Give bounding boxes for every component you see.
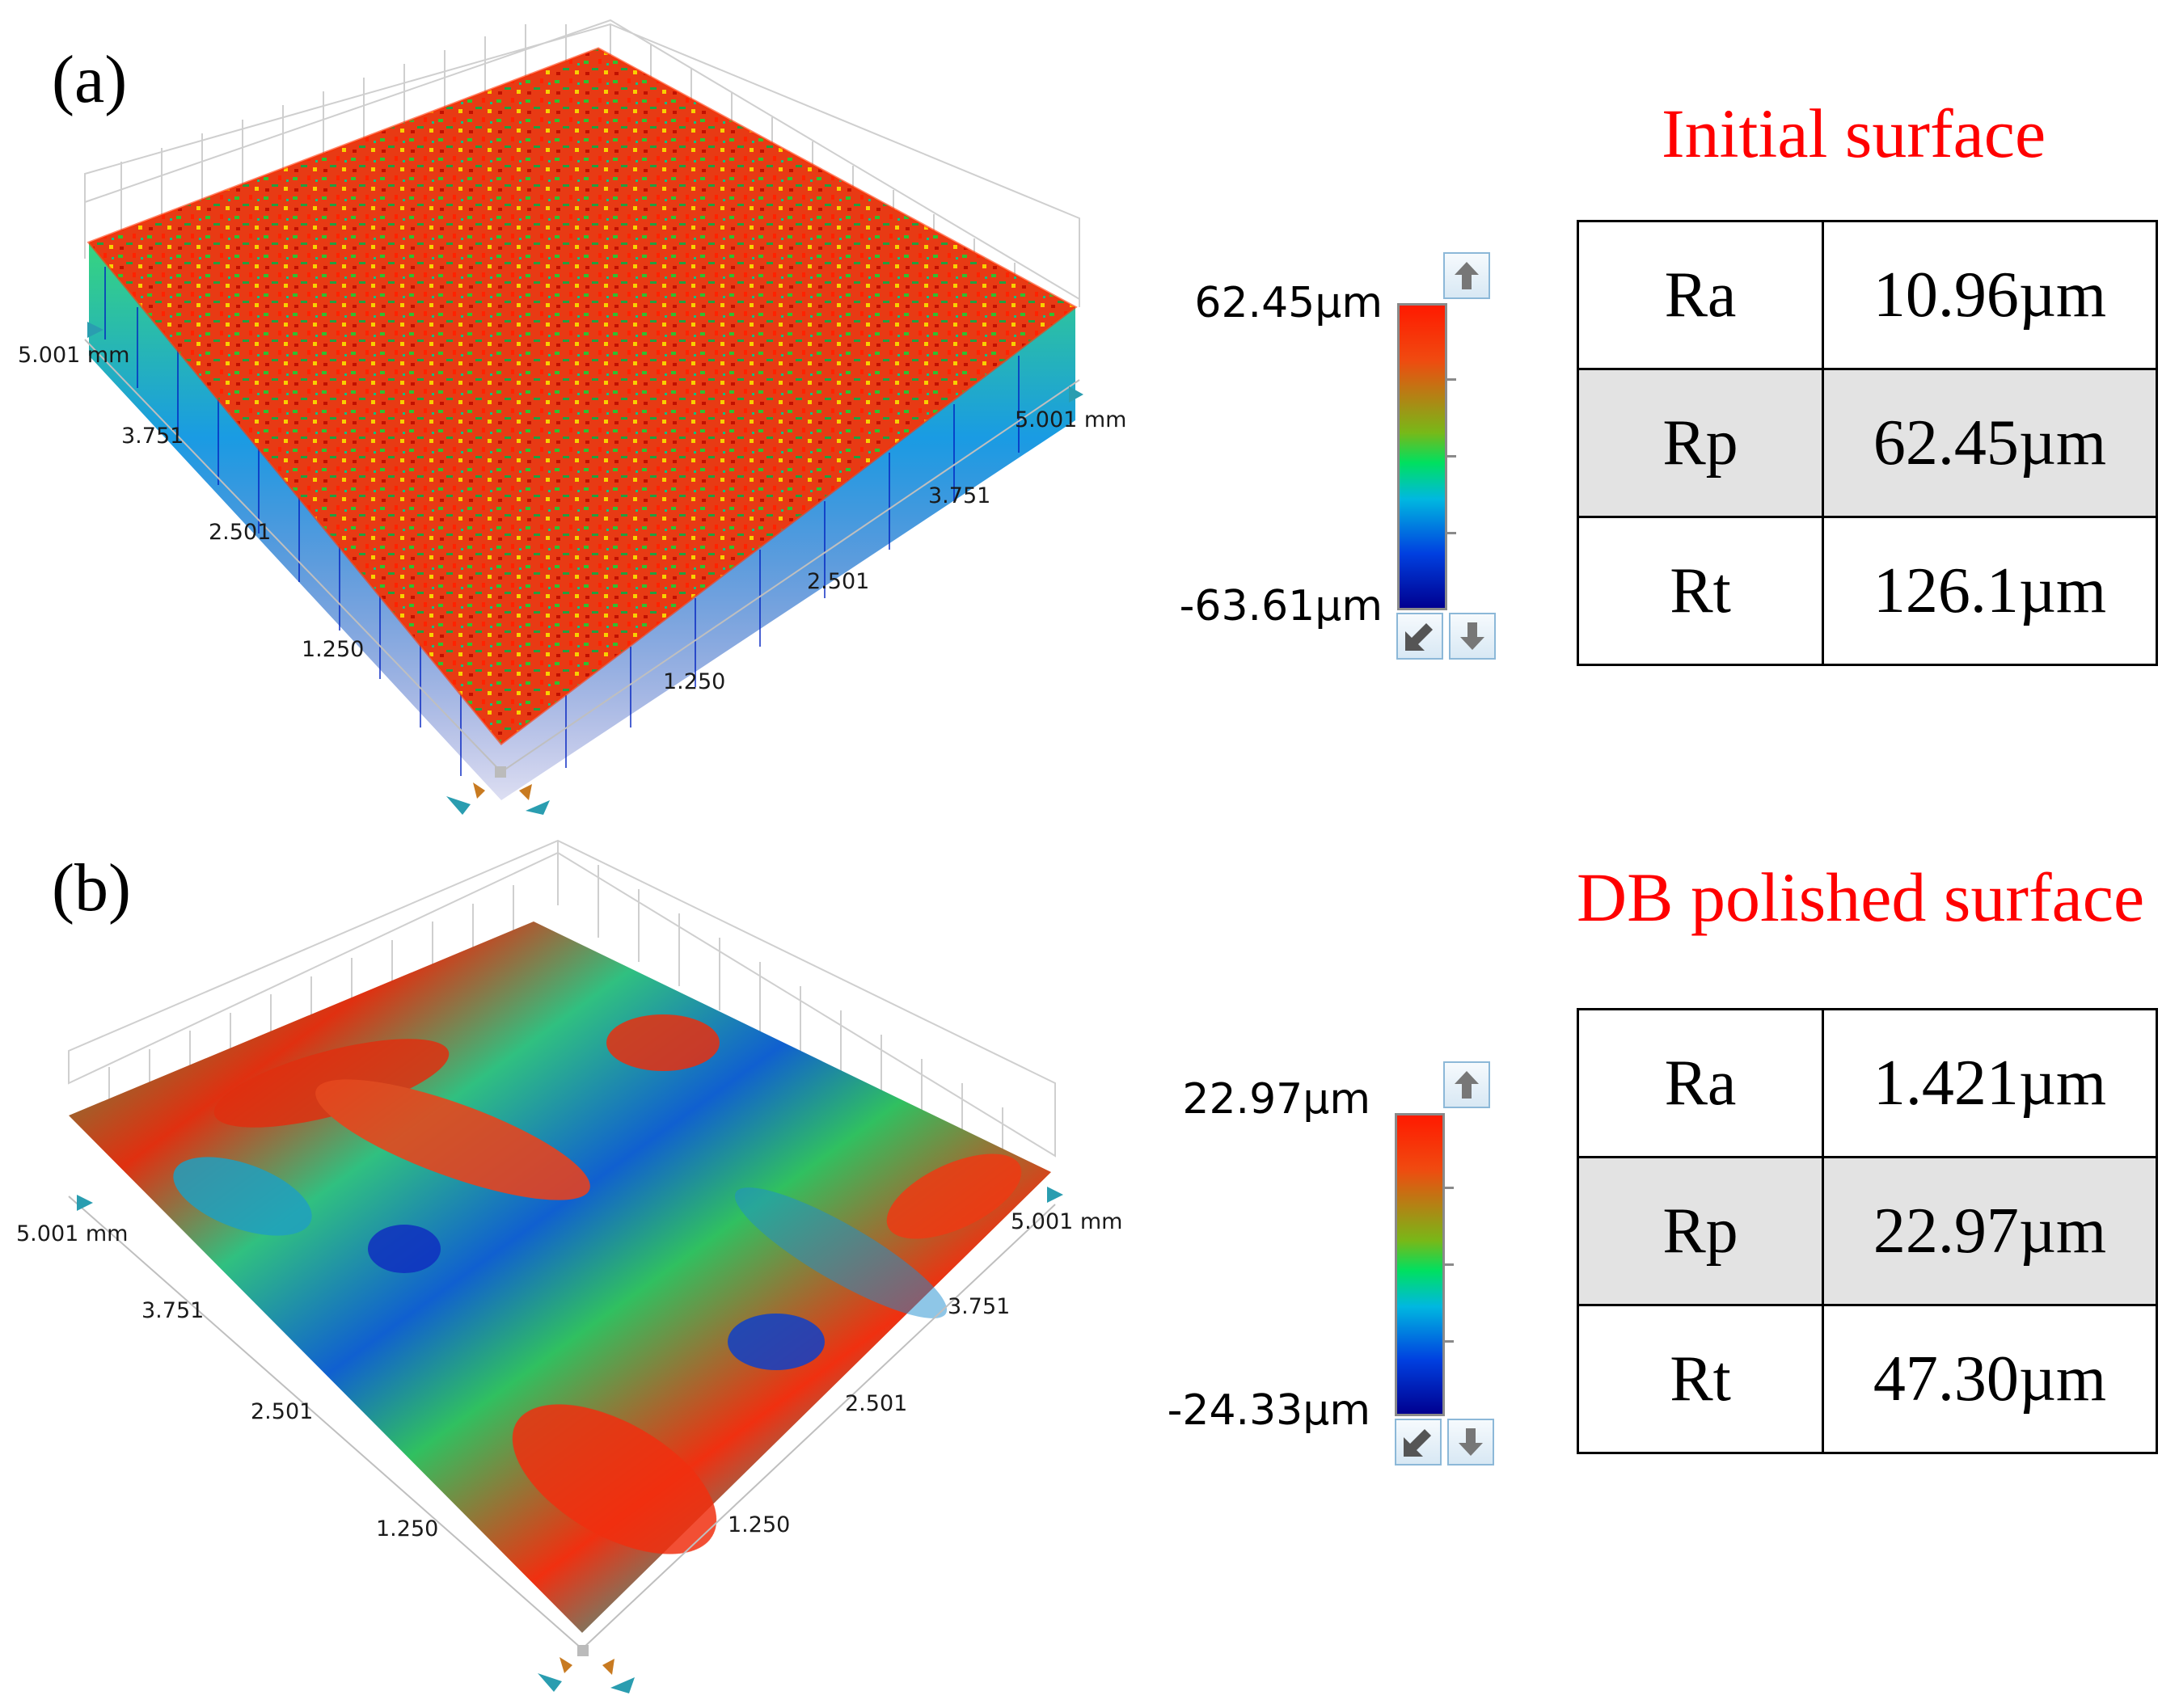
param-value: 22.97µm	[1822, 1156, 2158, 1306]
axis-right-max-a: 5.001 mm	[1015, 407, 1126, 432]
arrow-up-icon	[1455, 262, 1479, 289]
surface-skirt-a	[89, 242, 1075, 800]
table-row: Rt 47.30µm	[1577, 1304, 2158, 1454]
arrow-diagonal-icon	[1405, 623, 1433, 651]
table-row: Ra 1.421µm	[1577, 1008, 2158, 1158]
color-scale-bar-a	[1397, 303, 1456, 610]
axis-right-tick-b-2: 1.250	[728, 1512, 790, 1537]
surface-title-a: Initial surface	[1662, 95, 2046, 172]
scale-up-button-b[interactable]	[1443, 1061, 1490, 1108]
scale-min-b: -24.33µm	[1167, 1386, 1370, 1435]
arrow-down-icon	[1460, 622, 1484, 650]
scale-max-a: 62.45µm	[1194, 279, 1383, 327]
arrow-down-icon	[1459, 1428, 1483, 1456]
param-name: Rp	[1577, 368, 1824, 518]
surface-features-b	[173, 1014, 1022, 1554]
axis-left-tick-a-2: 1.250	[302, 637, 364, 662]
axis-left-tick-b-2: 1.250	[376, 1516, 438, 1541]
param-name: Ra	[1577, 1008, 1824, 1158]
param-name: Rp	[1577, 1156, 1824, 1306]
param-name: Rt	[1577, 516, 1824, 666]
axis-right-tick-a-1: 2.501	[807, 569, 869, 594]
scale-up-button-a[interactable]	[1443, 252, 1490, 299]
axis-lines-a	[84, 339, 1080, 773]
scale-down-button-a[interactable]	[1449, 613, 1496, 660]
axis-left-max-a: 5.001 mm	[18, 343, 129, 368]
surface-3d-plot-b[interactable]: 5.001 mm 3.751 2.501 1.250 5.001 mm 3.75…	[0, 816, 1148, 1706]
surface-title-b: DB polished surface	[1577, 858, 2145, 936]
panel-label-a: (a)	[52, 42, 128, 117]
scale-min-a: -63.61µm	[1179, 582, 1383, 630]
surface-3d-plot-a[interactable]: 5.001 mm 3.751 2.501 1.250 5.001 mm 3.75…	[0, 0, 1148, 816]
axis-left-tick-b-1: 2.501	[251, 1399, 313, 1424]
rotate-handle-icon[interactable]	[77, 1187, 1063, 1693]
axis-left-tick-a-0: 3.751	[121, 424, 184, 449]
param-value: 47.30µm	[1822, 1304, 2158, 1454]
axis-left-tick-a-1: 2.501	[209, 520, 271, 545]
table-row: Rp 62.45µm	[1577, 368, 2158, 518]
axis-right-tick-a-2: 1.250	[663, 669, 725, 694]
axis-right-tick-b-1: 2.501	[845, 1391, 907, 1416]
roughness-table-b: Ra 1.421µm Rp 22.97µm Rt 47.30µm	[1577, 1008, 2158, 1454]
axis-right-tick-b-0: 3.751	[948, 1294, 1010, 1319]
table-row: Ra 10.96µm	[1577, 220, 2158, 370]
table-row: Rp 22.97µm	[1577, 1156, 2158, 1306]
axis-right-max-b: 5.001 mm	[1011, 1209, 1122, 1234]
table-row: Rt 126.1µm	[1577, 516, 2158, 666]
param-value: 126.1µm	[1822, 516, 2158, 666]
param-name: Rt	[1577, 1304, 1824, 1454]
rotate-handle-icon[interactable]	[87, 322, 1083, 815]
arrow-diagonal-icon	[1404, 1429, 1431, 1457]
roughness-table-a: Ra 10.96µm Rp 62.45µm Rt 126.1µm	[1577, 220, 2158, 666]
axis-left-tick-b-0: 3.751	[141, 1298, 204, 1323]
scale-reset-button-a[interactable]	[1396, 613, 1443, 660]
param-value: 62.45µm	[1822, 368, 2158, 518]
panel-db-polished-surface: (b)	[0, 816, 2179, 1693]
param-value: 1.421µm	[1822, 1008, 2158, 1158]
panel-initial-surface: (a)	[0, 0, 2179, 816]
panel-label-b: (b)	[52, 850, 131, 926]
surface-top-a	[89, 48, 1075, 744]
param-name: Ra	[1577, 220, 1824, 370]
axis-right-tick-a-0: 3.751	[928, 483, 990, 508]
param-value: 10.96µm	[1822, 220, 2158, 370]
color-scale-bar-b	[1395, 1113, 1454, 1416]
scale-down-button-b[interactable]	[1447, 1419, 1494, 1466]
arrow-up-icon	[1455, 1071, 1479, 1099]
scale-max-b: 22.97µm	[1182, 1075, 1370, 1124]
axis-lines-b	[68, 1196, 1056, 1650]
axis-left-max-b: 5.001 mm	[16, 1221, 128, 1246]
scale-reset-button-b[interactable]	[1395, 1419, 1442, 1466]
